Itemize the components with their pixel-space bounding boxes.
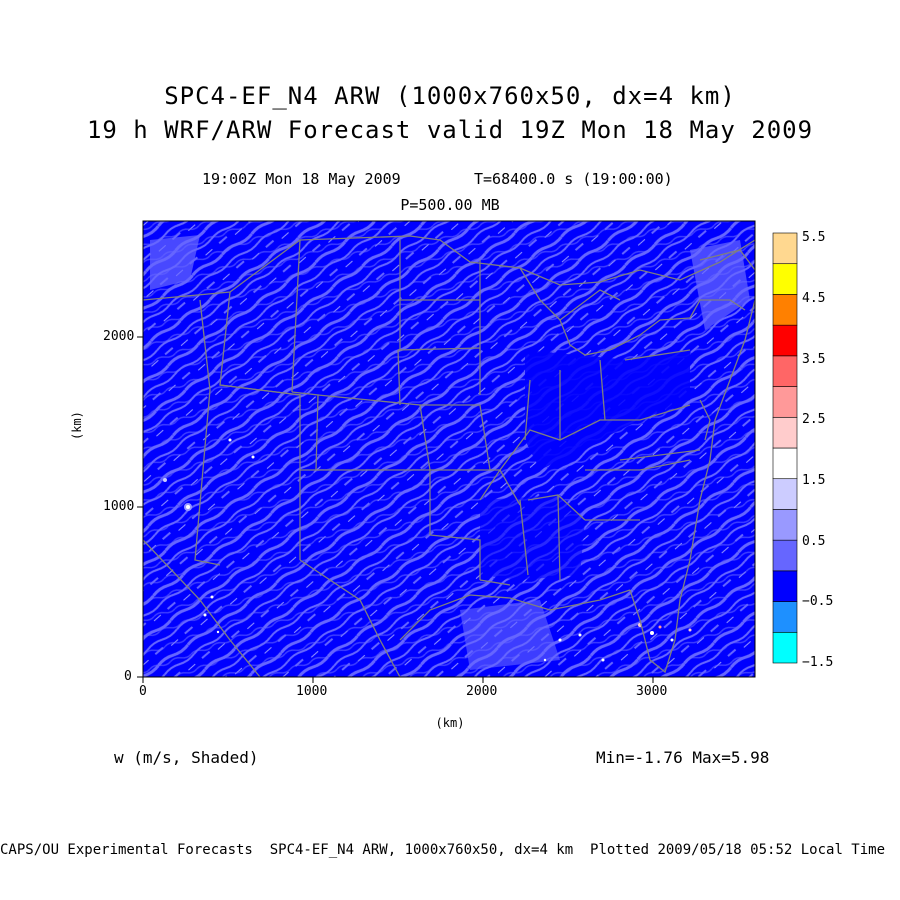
y-tick-label: 1000	[103, 499, 135, 514]
colorbar-label: −0.5	[802, 594, 834, 609]
colorbar	[772, 232, 798, 664]
colorbar-swatch	[772, 263, 798, 295]
colorbar-label: 3.5	[802, 352, 826, 367]
y-axis-label: (km)	[70, 411, 84, 440]
y-tick-label: 2000	[103, 329, 135, 344]
time-seconds-label: T=68400.0 s (19:00:00)	[474, 170, 673, 188]
colorbar-swatch	[772, 232, 798, 265]
colorbar-swatch	[772, 355, 798, 387]
colorbar-swatch	[772, 447, 798, 480]
map-title-line2: 19 h WRF/ARW Forecast valid 19Z Mon 18 M…	[86, 116, 814, 144]
colorbar-label: 4.5	[802, 291, 826, 306]
plot-frame	[142, 220, 756, 678]
colorbar-swatch	[772, 631, 798, 664]
colorbar-swatch	[772, 478, 798, 510]
colorbar-label: 5.5	[802, 230, 826, 245]
colorbar-label: 1.5	[802, 473, 826, 488]
pressure-level-label: P=500.00 MB	[400, 196, 500, 214]
x-tick-label: 0	[139, 684, 147, 699]
convective-speckles	[163, 438, 692, 662]
colorbar-swatch	[772, 539, 798, 572]
light-patch-gulf	[460, 600, 560, 670]
colorbar-label: −1.5	[802, 655, 834, 670]
variable-label: w (m/s, Shaded)	[114, 748, 259, 767]
colorbar-swatch	[772, 416, 798, 449]
state-boundaries	[143, 235, 755, 677]
axis-ticks	[137, 336, 654, 683]
x-tick-label: 1000	[296, 684, 328, 699]
eastern-calm-region	[525, 350, 690, 470]
colorbar-swatch	[772, 570, 798, 602]
x-tick-label: 2000	[466, 684, 498, 699]
x-axis-label: (km)	[435, 716, 465, 730]
y-tick-label: 0	[124, 669, 132, 684]
colorbar-label: 2.5	[802, 412, 826, 427]
min-max-label: Min=-1.76 Max=5.98	[596, 748, 770, 767]
valid-time-label: 19:00Z Mon 18 May 2009	[202, 170, 401, 188]
colorbar-swatch	[772, 324, 798, 357]
colorbar-swatch	[772, 294, 798, 326]
colorbar-swatch	[772, 601, 798, 633]
colorbar-label: 0.5	[802, 534, 826, 549]
footer-credits: CAPS/OU Experimental Forecasts SPC4-EF_N…	[0, 842, 886, 858]
light-patch-ne	[690, 240, 750, 330]
map-title-line1: SPC4-EF_N4 ARW (1000x760x50, dx=4 km)	[164, 82, 736, 110]
southeast-calm-region	[480, 495, 585, 580]
colorbar-swatch	[772, 386, 798, 418]
colorbar-swatch	[772, 509, 798, 541]
vertical-velocity-fine-field	[143, 221, 755, 677]
x-tick-label: 3000	[636, 684, 668, 699]
light-patch-nw	[150, 235, 200, 290]
